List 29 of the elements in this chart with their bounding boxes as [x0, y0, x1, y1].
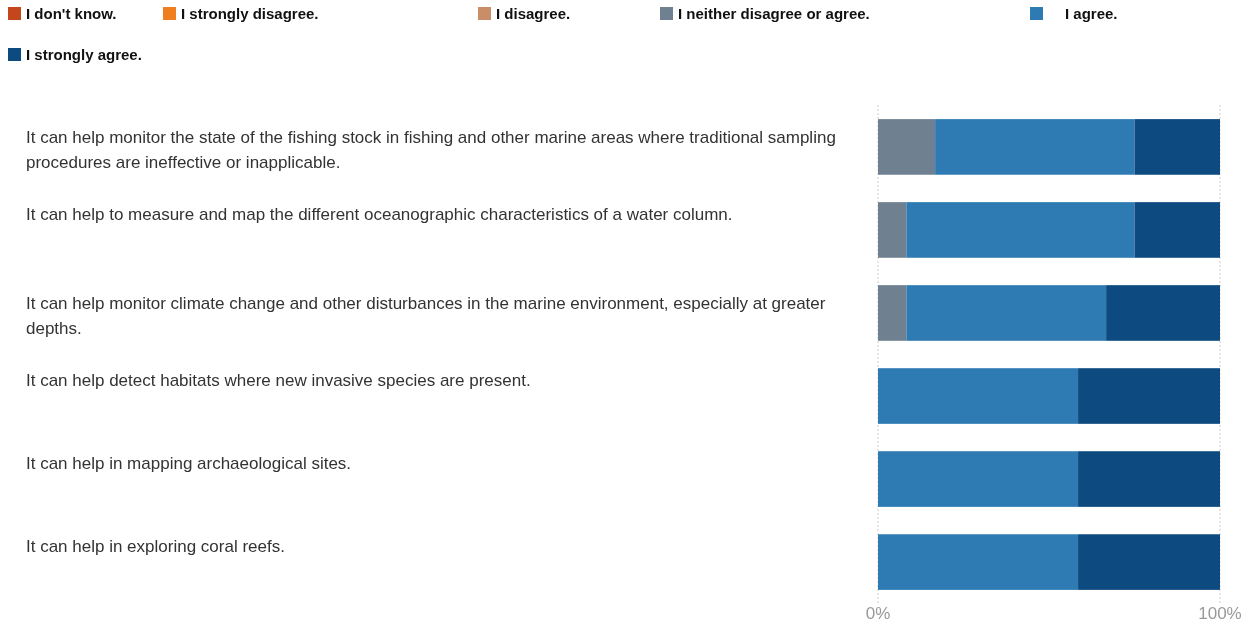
y-tick-label: It can help in mapping archaeological sites.	[26, 454, 352, 474]
legend-label: I disagree.	[496, 5, 571, 22]
bar	[878, 451, 1079, 507]
x-tick-label: 100%	[1198, 604, 1242, 623]
bar	[878, 534, 1079, 590]
bar	[878, 368, 1079, 424]
bar	[906, 202, 1135, 258]
bar	[1106, 285, 1220, 341]
bar	[935, 119, 1135, 175]
bar	[1134, 119, 1220, 175]
legend-label: I neither disagree or agree.	[678, 5, 870, 22]
legend-label: I strongly disagree.	[181, 5, 319, 22]
y-tick-label: It can help monitor the state of the fishing stock in fishing and other marine areas where traditional sampling procedures are ineffective or inapplicable.	[26, 128, 836, 173]
bar	[906, 285, 1107, 341]
bar	[878, 119, 936, 175]
bar	[1078, 451, 1220, 507]
bar	[1078, 534, 1220, 590]
y-tick-label: It can help in exploring coral reefs.	[26, 537, 285, 557]
x-tick-label: 0%	[865, 604, 891, 623]
legend-label: I agree.	[1065, 5, 1118, 22]
y-tick-label: It can help detect habitats where new invasive species are present.	[26, 371, 531, 391]
legend-label: I don't know.	[26, 5, 117, 22]
y-tick-label: It can help monitor climate change and other disturbances in the marine environment, especially at greater depths.	[26, 294, 826, 339]
legend-label: I strongly agree.	[26, 46, 142, 63]
bar	[878, 202, 907, 258]
bar	[878, 285, 907, 341]
y-tick-label: It can help to measure and map the different oceanographic characteristics of a water column.	[26, 205, 733, 225]
bar	[1078, 368, 1220, 424]
bar	[1134, 202, 1220, 258]
